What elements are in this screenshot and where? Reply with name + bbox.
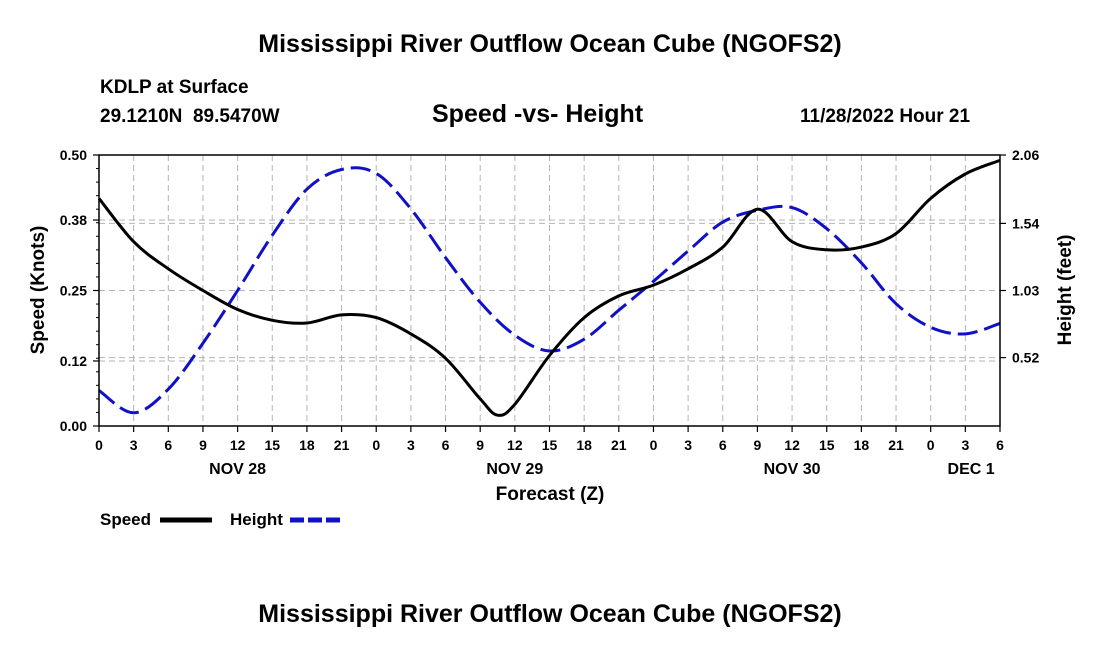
x-tick-label: 21: [611, 437, 627, 453]
height-series: [98, 166, 1001, 415]
y2-tick-label: 0.52: [1012, 350, 1039, 366]
x-tick-label: 18: [854, 437, 870, 453]
x-tick-label: 9: [199, 437, 207, 453]
chart-title: Speed -vs- Height: [432, 100, 644, 128]
day-label: NOV 30: [764, 461, 821, 478]
forecast-timestamp: 11/28/2022 Hour 21: [800, 106, 971, 127]
x-tick-label: 0: [650, 437, 658, 453]
x-tick-label: 9: [754, 437, 762, 453]
y-axis-label: Speed (Knots): [28, 226, 49, 355]
y2-tick-label: 2.06: [1012, 147, 1039, 163]
x-tick-label: 18: [299, 437, 315, 453]
x-tick-label: 3: [407, 437, 415, 453]
x-tick-label: 0: [95, 437, 103, 453]
y-tick-label: 0.38: [60, 212, 87, 228]
longitude: 89.5470W: [192, 106, 280, 127]
speed-series: [97, 158, 1001, 417]
y2-tick-label: 1.03: [1012, 283, 1039, 299]
x-tick-label: 3: [961, 437, 969, 453]
day-label: DEC 1: [948, 461, 995, 478]
latitude: 29.1210N: [100, 106, 183, 127]
x-tick-label: 21: [334, 437, 350, 453]
y-tick-label: 0.50: [60, 147, 87, 163]
x-tick-label: 12: [507, 437, 523, 453]
x-tick-label: 0: [927, 437, 935, 453]
station-label: KDLP at Surface: [100, 77, 249, 98]
page-title-repeat: Mississippi River Outflow Ocean Cube (NG…: [258, 600, 842, 628]
day-label: NOV 29: [486, 461, 543, 478]
x-tick-label: 15: [264, 437, 280, 453]
x-tick-label: 15: [542, 437, 558, 453]
y2-tick-label: 1.54: [1012, 215, 1039, 231]
speed-line: [97, 158, 1001, 417]
axis-ticks: [93, 154, 1006, 432]
day-label: NOV 28: [209, 461, 266, 478]
x-tick-label: 12: [230, 437, 246, 453]
x-tick-label: 15: [819, 437, 835, 453]
legend: Speed Height: [100, 510, 342, 529]
x-tick-label: 21: [888, 437, 904, 453]
x-tick-label: 6: [164, 437, 172, 453]
x-tick-label: 0: [372, 437, 380, 453]
y-tick-label: 0.00: [60, 418, 87, 434]
x-tick-label: 9: [476, 437, 484, 453]
y-tick-label: 0.12: [60, 353, 87, 369]
x-tick-label: 18: [576, 437, 592, 453]
x-tick-label: 12: [784, 437, 800, 453]
station-coordinates: 29.1210N 89.5470W: [100, 106, 280, 128]
legend-height-label: Height: [230, 510, 283, 529]
x-tick-label: 6: [996, 437, 1004, 453]
chart-gridlines: [99, 154, 1000, 426]
y2-axis-label: Height (feet): [1055, 235, 1076, 346]
page-title: Mississippi River Outflow Ocean Cube (NG…: [258, 30, 842, 58]
height-line: [98, 166, 1001, 415]
x-tick-label: 6: [442, 437, 450, 453]
x-tick-label: 3: [684, 437, 692, 453]
x-axis-label: Forecast (Z): [496, 484, 605, 505]
y-tick-label: 0.25: [60, 283, 87, 299]
x-tick-label: 3: [130, 437, 138, 453]
x-tick-label: 6: [719, 437, 727, 453]
legend-speed-label: Speed: [100, 510, 151, 529]
axis-tick-labels: 0 3 6 9 12 15 18 21 0 3 6 9 12 15 18 21 0 3 6 9 12 15 18 21 0 3 6 0…: [60, 147, 1040, 478]
